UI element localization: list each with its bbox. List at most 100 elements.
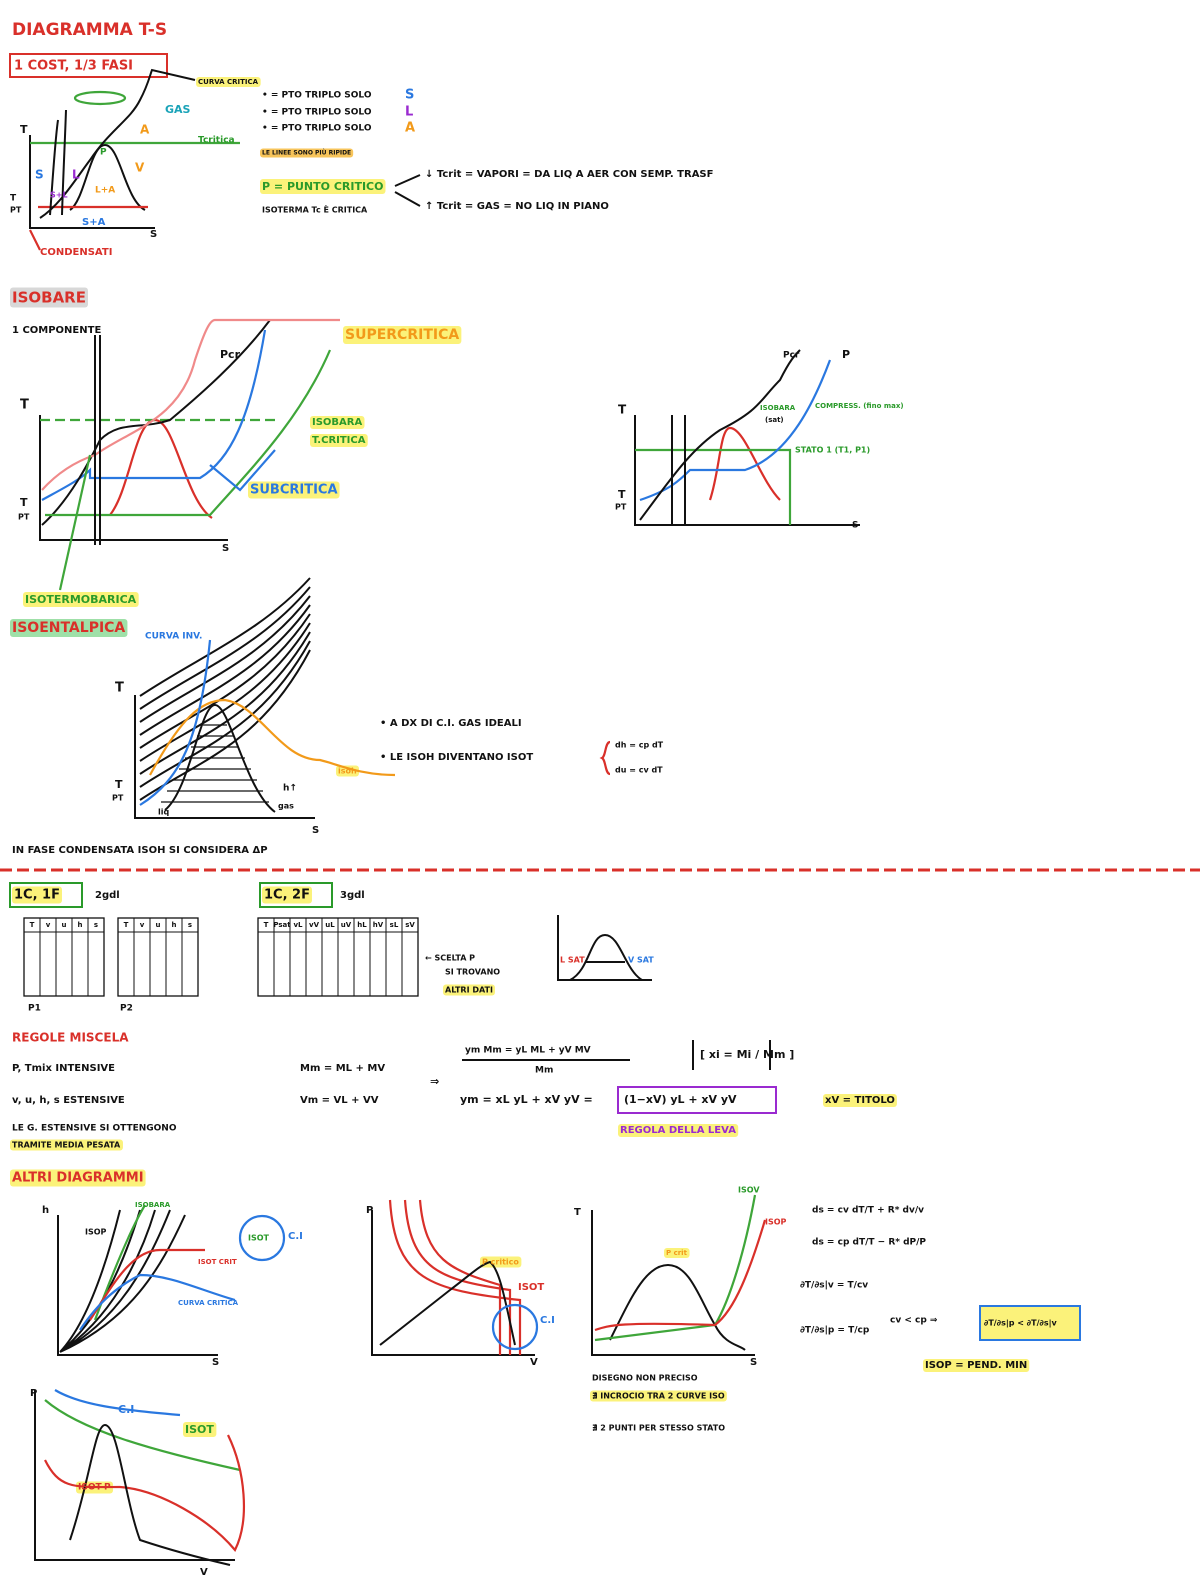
curve	[708, 426, 781, 501]
axes	[39, 415, 228, 541]
curve	[139, 577, 311, 697]
note-text: DIAGRAMMA T-S	[12, 20, 167, 40]
table-header: u	[62, 921, 67, 929]
note-text: LE LINEE SONO PIÙ RIPIDE	[262, 150, 351, 157]
note-text: P critico	[482, 1258, 519, 1267]
highlight	[10, 287, 88, 308]
note-text: L+A	[95, 186, 115, 196]
note-text: C.I	[540, 1315, 555, 1326]
axes	[29, 135, 155, 229]
note-text: 3gdl	[340, 890, 365, 901]
note-text: STATO 1 (T1, P1)	[795, 446, 870, 455]
note-text: CURVA CRITICA	[198, 78, 259, 86]
note-text: S	[35, 168, 44, 182]
curve	[45, 349, 332, 517]
curve	[44, 1434, 246, 1552]
highlight	[10, 1139, 123, 1151]
note-text: 1C, 2F	[264, 888, 310, 903]
highlight	[248, 481, 340, 499]
curve	[49, 109, 67, 216]
table-header: h	[78, 921, 83, 929]
table-header: T	[124, 921, 129, 929]
note-text: ↑ Tcrit = GAS = NO LIQ IN PIANO	[425, 201, 609, 212]
note-text: S	[222, 543, 229, 554]
note-text: dh = cp dT	[615, 741, 664, 750]
highlight	[10, 1169, 146, 1187]
note-text: PT	[10, 206, 22, 215]
highlight	[823, 1094, 897, 1107]
note-text: SI TROVANO	[445, 968, 500, 977]
highlight	[310, 434, 368, 447]
note-text: ISOP	[85, 1228, 107, 1237]
note-text: S	[405, 88, 414, 103]
curve	[379, 1260, 516, 1346]
curve	[388, 1199, 522, 1355]
note-text: P1	[28, 1004, 41, 1014]
note-text: ISOBARA	[760, 404, 796, 412]
note-text: PT	[18, 513, 30, 522]
note-text: A	[405, 121, 415, 136]
note-text: S	[312, 825, 319, 836]
note-text: T	[618, 403, 627, 417]
axes	[557, 915, 652, 981]
curve	[139, 595, 311, 723]
note-text: h	[42, 1205, 49, 1216]
table	[117, 917, 199, 997]
note-text: ISOTERMA Tc È CRITICA	[262, 204, 368, 215]
note-text: S	[852, 521, 858, 531]
note-text: ISOV	[738, 1186, 760, 1195]
fraction	[462, 1040, 771, 1070]
note-text: [ xi = Mi / Mm ]	[700, 1048, 794, 1061]
curve	[54, 1389, 181, 1417]
box	[979, 1305, 1081, 1341]
note-text: L	[405, 105, 413, 120]
curve	[39, 68, 196, 219]
table-header: uL	[325, 921, 335, 929]
note-text: ∂T/∂s|v = T/cv	[800, 1281, 868, 1291]
note-text: V SAT	[628, 956, 654, 965]
table-header: vL	[293, 921, 303, 929]
note-text: liq	[158, 808, 169, 817]
note-text: ISOENTALPICA	[12, 620, 125, 636]
note-text: S+L	[50, 191, 68, 200]
note-text: ∂T/∂s|p < ∂T/∂s|v	[984, 1319, 1058, 1328]
highlight	[260, 179, 386, 194]
bracket	[209, 449, 276, 492]
note-text: PT	[615, 503, 627, 512]
note-text: ISOBARA	[135, 1201, 171, 1209]
table	[23, 917, 105, 997]
curve	[41, 319, 271, 526]
note-text: C.I	[118, 1403, 134, 1416]
note-text: LE G. ESTENSIVE SI OTTENGONO	[12, 1124, 177, 1134]
note-text: SUPERCRITICA	[345, 327, 459, 343]
table-header: T	[264, 921, 269, 929]
note-text: • = PTO TRIPLO SOLO	[262, 108, 372, 118]
note-text: Tcritica	[198, 136, 235, 146]
curve	[149, 698, 396, 777]
highlight	[443, 984, 496, 996]
axes	[57, 1215, 218, 1356]
note-text: V	[200, 1567, 208, 1576]
curve	[164, 703, 276, 813]
curve	[58, 454, 92, 591]
note-text: T	[574, 1207, 581, 1218]
note-text: L	[72, 168, 80, 182]
note-text: Pcr	[783, 351, 800, 361]
note-text: T	[20, 496, 28, 509]
note-text: gas	[278, 802, 294, 811]
note-text: S	[750, 1357, 757, 1368]
note-text: P	[366, 1205, 373, 1216]
curve	[93, 1204, 146, 1321]
highlight	[310, 416, 365, 429]
note-text: ds = cp dT/T − R* dP/P	[812, 1238, 926, 1248]
note-text: REGOLA DELLA LEVA	[620, 1125, 736, 1136]
note-text: P	[100, 148, 107, 158]
note-text: IN FASE CONDENSATA ISOH SI CONSIDERA ΔP	[12, 845, 268, 856]
highlight	[923, 1359, 1030, 1372]
note-text: du = cv dT	[615, 766, 663, 775]
highlight	[262, 886, 312, 904]
curve	[569, 933, 643, 981]
highlight	[336, 765, 359, 777]
box	[259, 882, 333, 908]
curve	[139, 613, 311, 749]
